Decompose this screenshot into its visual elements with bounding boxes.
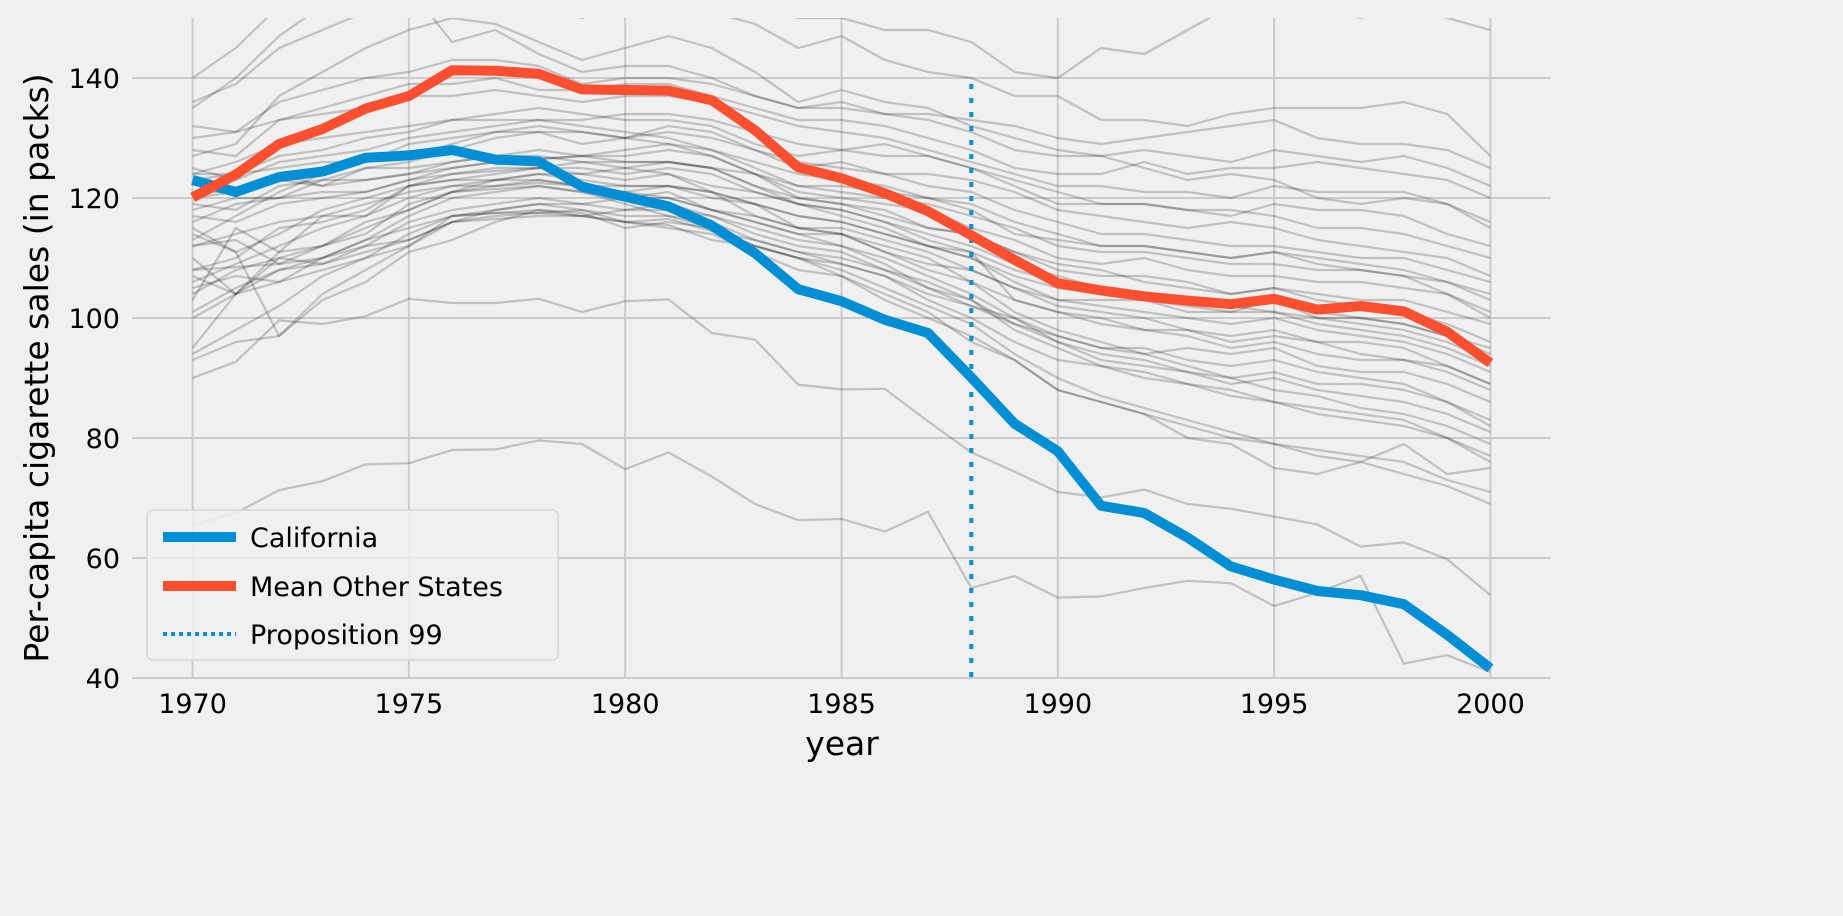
other-state-line-35 bbox=[192, 166, 1491, 386]
x-tick-label-1980: 1980 bbox=[591, 689, 660, 720]
x-tick-label-1985: 1985 bbox=[807, 689, 876, 720]
other-state-line-18 bbox=[192, 154, 1491, 296]
x-tick-label-1975: 1975 bbox=[375, 689, 444, 720]
other-state-line-7 bbox=[192, 202, 1491, 458]
y-tick-label-100: 100 bbox=[68, 304, 120, 335]
other-state-line-26 bbox=[191, 18, 1491, 170]
y-axis-label: Per-capita cigarette sales (in packs) bbox=[17, 73, 56, 662]
legend-label-proposition-99: Proposition 99 bbox=[250, 620, 443, 651]
other-state-line-3 bbox=[192, 184, 1491, 506]
other-state-line-2 bbox=[192, 297, 1492, 597]
series-line-mean-other-states bbox=[190, 65, 1494, 368]
x-tick-label-1995: 1995 bbox=[1240, 689, 1309, 720]
other-state-line-37 bbox=[192, 130, 1491, 344]
legend-label-california: California bbox=[250, 523, 378, 554]
other-state-line-9 bbox=[191, 214, 1491, 427]
other-state-line-4 bbox=[192, 178, 1491, 463]
other-state-line-28 bbox=[192, 18, 1492, 157]
legend-label-mean-other-states: Mean Other States bbox=[250, 572, 503, 603]
main-series bbox=[190, 65, 1494, 673]
other-state-line-22 bbox=[192, 106, 1491, 248]
y-tick-label-140: 140 bbox=[68, 64, 120, 95]
other-state-line-8 bbox=[192, 208, 1491, 494]
other-state-line-13 bbox=[192, 166, 1491, 374]
x-tick-label-1990: 1990 bbox=[1023, 689, 1092, 720]
other-state-line-31 bbox=[192, 190, 1491, 404]
y-tick-label-40: 40 bbox=[86, 664, 120, 695]
other-state-line-10 bbox=[192, 208, 1491, 476]
other-state-line-27 bbox=[192, 18, 1491, 224]
other-state-line-25 bbox=[192, 58, 1491, 188]
other-state-line-6 bbox=[192, 196, 1491, 422]
legend-entry-california: California bbox=[163, 523, 378, 554]
legend-entry-mean-other-states: Mean Other States bbox=[163, 572, 503, 603]
y-tick-label-120: 120 bbox=[68, 184, 120, 215]
other-state-line-34 bbox=[192, 181, 1491, 368]
series-line-california bbox=[191, 145, 1494, 673]
grid bbox=[132, 18, 1551, 679]
other-state-line-1 bbox=[192, 439, 1491, 674]
other-state-line-14 bbox=[192, 160, 1491, 362]
other-state-line-11 bbox=[192, 184, 1491, 392]
legend-entry-proposition-99: Proposition 99 bbox=[163, 620, 443, 651]
other-state-line-16 bbox=[192, 154, 1491, 326]
other-state-line-5 bbox=[192, 211, 1491, 446]
other-state-line-36 bbox=[192, 118, 1491, 319]
other-state-line-12 bbox=[192, 172, 1491, 386]
other-state-line-24 bbox=[192, 76, 1491, 200]
y-tick-label-60: 60 bbox=[86, 544, 120, 575]
x-axis-label: year bbox=[805, 724, 879, 763]
other-state-line-20 bbox=[192, 124, 1491, 278]
legend: California Mean Other States Proposition… bbox=[146, 509, 559, 661]
x-tick-label-1970: 1970 bbox=[158, 689, 227, 720]
y-axis-ticks: 40 60 80 100 120 140 bbox=[68, 64, 120, 695]
x-axis-ticks: 1970 1975 1980 1985 1990 1995 2000 bbox=[158, 689, 1525, 720]
other-state-line-17 bbox=[192, 148, 1491, 314]
y-tick-label-80: 80 bbox=[86, 424, 120, 455]
other-state-line-21 bbox=[192, 112, 1491, 260]
legend-frame bbox=[146, 509, 559, 661]
other-states-lines bbox=[191, 18, 1492, 674]
other-state-line-30 bbox=[191, 202, 1491, 434]
x-tick-label-2000: 2000 bbox=[1456, 689, 1525, 720]
